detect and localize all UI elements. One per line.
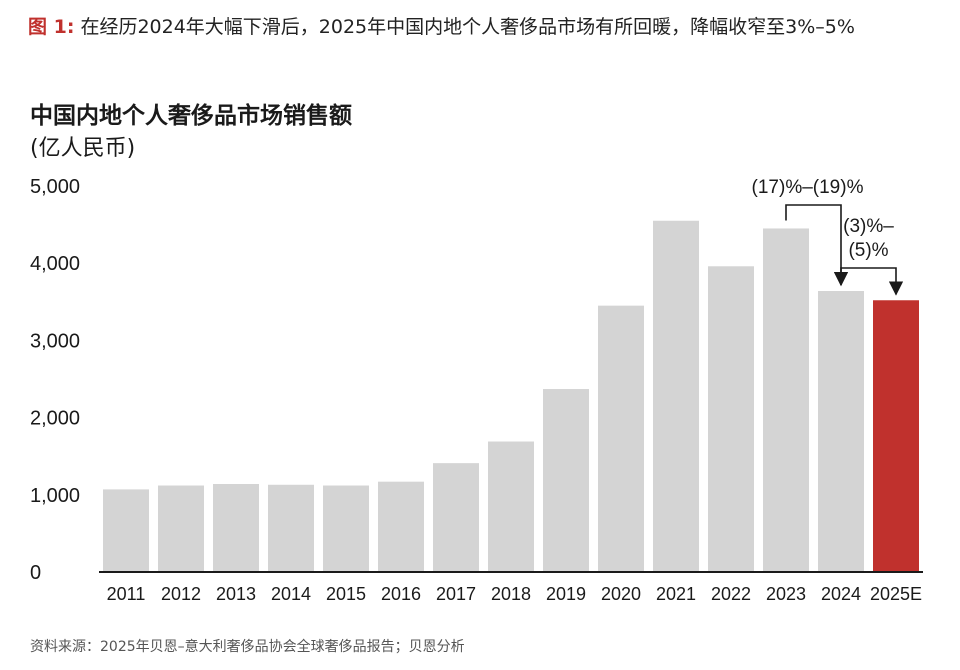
bar-2019 [543, 389, 589, 572]
figure-label: 图 1: [28, 16, 75, 38]
bar-2024 [818, 290, 864, 572]
source-note: 资料来源：2025年贝恩–意大利奢侈品协会全球奢侈品报告；贝恩分析 [30, 639, 465, 655]
bar-2013 [213, 483, 259, 572]
bar-2023 [763, 228, 809, 572]
bar-2017 [433, 463, 479, 572]
x-tick-label: 2019 [546, 584, 586, 604]
bar-2022 [708, 266, 754, 572]
y-tick-label: 4,000 [30, 253, 80, 275]
change-annotation-label: (3)%– [843, 216, 894, 237]
x-tick-label: 2011 [107, 584, 146, 604]
bar-2014 [268, 484, 314, 572]
change-annotation-label: (17)%–(19)% [752, 177, 864, 198]
x-tick-label: 2023 [766, 584, 806, 604]
bar-chart: 0 1,000 2,000 3,000 4,000 5,000 2011 2012 2013 20… [30, 176, 923, 604]
bar-2020 [598, 305, 644, 572]
bar-2016 [378, 481, 424, 572]
change-bracket-1 [785, 204, 849, 287]
x-tick-label: 2018 [491, 584, 531, 604]
bar-2011 [103, 489, 149, 572]
bar-2021 [653, 220, 699, 573]
change-annotation-label: (5)% [848, 240, 888, 261]
change-bracket-2 [840, 267, 904, 296]
chart-y-unit: (亿人民币) [30, 136, 136, 161]
bar-2015 [323, 485, 369, 572]
x-tick-label: 2016 [381, 584, 421, 604]
x-tick-label: 2021 [656, 584, 696, 604]
y-tick-label: 0 [30, 562, 41, 584]
x-tick-label: 2015 [326, 584, 366, 604]
y-tick-label: 2,000 [30, 408, 80, 430]
chart-title: 中国内地个人奢侈品市场销售额 [30, 103, 352, 129]
x-tick-label: 2014 [271, 584, 311, 604]
x-tick-label: 2013 [216, 584, 256, 604]
x-tick-label: 2022 [711, 584, 751, 604]
x-tick-label: 2012 [161, 584, 201, 604]
x-tick-label: 2025E [870, 584, 922, 604]
x-tick-label: 2017 [436, 584, 476, 604]
figure-caption: 图 1: 在经历2024年大幅下滑后，2025年中国内地个人奢侈品市场有所回暖，降… [28, 12, 928, 42]
x-tick-label: 2020 [601, 584, 641, 604]
bar-2012 [158, 485, 204, 572]
y-tick-label: 5,000 [30, 176, 80, 198]
y-tick-label: 1,000 [30, 485, 80, 507]
bar-2025E [873, 300, 919, 572]
x-tick-label: 2024 [821, 584, 861, 604]
y-tick-label: 3,000 [30, 330, 80, 352]
bar-2018 [488, 441, 534, 572]
figure-caption-text: 在经历2024年大幅下滑后，2025年中国内地个人奢侈品市场有所回暖，降幅收窄至… [80, 16, 855, 38]
